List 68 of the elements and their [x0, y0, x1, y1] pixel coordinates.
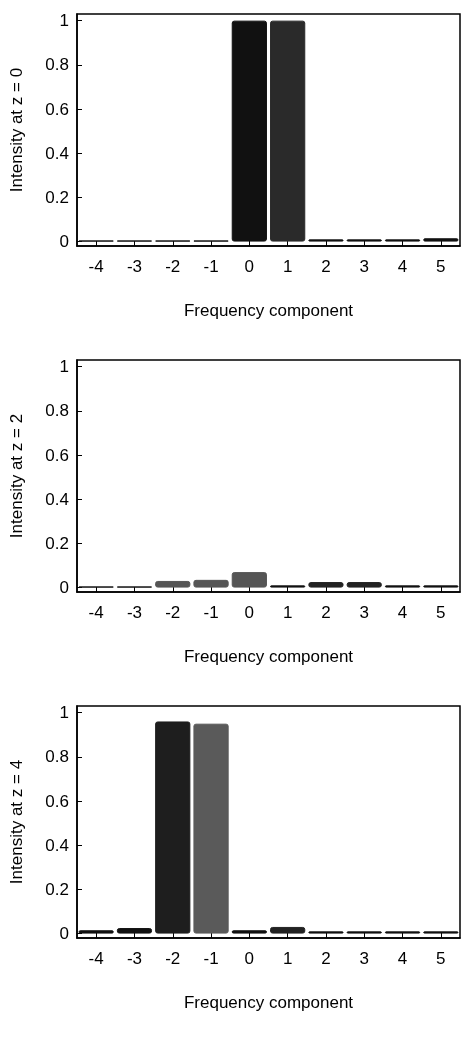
y-tick-label: 0 — [59, 924, 69, 944]
y-tick-label: 0.2 — [45, 187, 69, 207]
y-tick-label: 0.4 — [45, 143, 69, 163]
y-tick-label: 0.6 — [45, 791, 69, 811]
x-tick-label: 4 — [397, 949, 408, 968]
x-tick-label: -3 — [126, 949, 143, 968]
y-tick-label: 0.8 — [45, 747, 69, 767]
bar — [155, 721, 191, 934]
y-axis-title: Intensity at z = 0 — [7, 67, 26, 193]
y-tick-label: 0 — [59, 578, 69, 598]
x-tick-label: 5 — [436, 949, 446, 968]
y-tick-label: 0.4 — [45, 835, 69, 855]
y-tick-label: 0.6 — [45, 445, 69, 465]
bar — [270, 20, 306, 242]
y-axis-title: Intensity at z = 2 — [7, 413, 26, 539]
x-tick-label: 5 — [436, 257, 446, 276]
x-tick-label: -4 — [88, 257, 104, 276]
y-tick-label: 0 — [59, 232, 69, 252]
x-tick-label: -1 — [203, 257, 219, 276]
x-tick-label: -2 — [165, 257, 181, 276]
x-tick-label: -2 — [165, 949, 181, 968]
bar — [308, 582, 344, 588]
x-tick-label: -4 — [88, 949, 104, 968]
x-tick-label: 5 — [436, 603, 446, 622]
x-tick-label: 0 — [244, 949, 255, 968]
y-tick-label: 1 — [59, 357, 69, 377]
x-tick-label: 2 — [321, 603, 331, 622]
x-tick-label: 3 — [359, 949, 369, 968]
bar — [155, 580, 191, 588]
x-tick-label: -3 — [126, 603, 143, 622]
x-tick-label: 0 — [244, 603, 255, 622]
x-tick-label: 1 — [282, 949, 293, 968]
y-tick-label: 0.8 — [45, 55, 69, 75]
x-tick-label: 4 — [397, 603, 408, 622]
x-tick-label: -1 — [203, 603, 219, 622]
y-tick-label: 0.6 — [45, 99, 69, 119]
x-tick-label: 3 — [359, 257, 369, 276]
y-tick-label: 0.2 — [45, 879, 69, 899]
x-tick-label: -3 — [126, 257, 143, 276]
x-tick-label: 1 — [282, 603, 293, 622]
x-tick-label: -4 — [88, 603, 104, 622]
bar — [270, 926, 306, 934]
x-tick-label: -1 — [203, 949, 219, 968]
x-tick-label: -2 — [165, 603, 181, 622]
x-axis-title: Frequency component — [183, 993, 354, 1012]
x-tick-label: 3 — [359, 603, 369, 622]
x-tick-label: 4 — [397, 257, 408, 276]
bar — [78, 930, 114, 934]
y-tick-label: 1 — [59, 11, 69, 31]
x-axis-title: Frequency component — [183, 647, 354, 666]
x-axis-title: Frequency component — [183, 301, 354, 320]
bar — [231, 20, 267, 242]
bar — [193, 723, 229, 934]
y-tick-label: 1 — [59, 703, 69, 723]
y-tick-label: 0.2 — [45, 533, 69, 553]
x-tick-label: 2 — [321, 257, 331, 276]
bar — [346, 582, 382, 588]
bar — [193, 579, 229, 588]
x-tick-label: 0 — [244, 257, 255, 276]
bar — [116, 928, 153, 934]
bar — [231, 930, 267, 934]
y-axis-title: Intensity at z = 4 — [7, 759, 26, 885]
y-tick-label: 0.8 — [45, 401, 69, 421]
x-tick-label: 2 — [321, 949, 331, 968]
bar — [231, 572, 267, 588]
y-tick-label: 0.4 — [45, 489, 69, 509]
x-tick-label: 1 — [282, 257, 293, 276]
bar — [423, 238, 459, 242]
